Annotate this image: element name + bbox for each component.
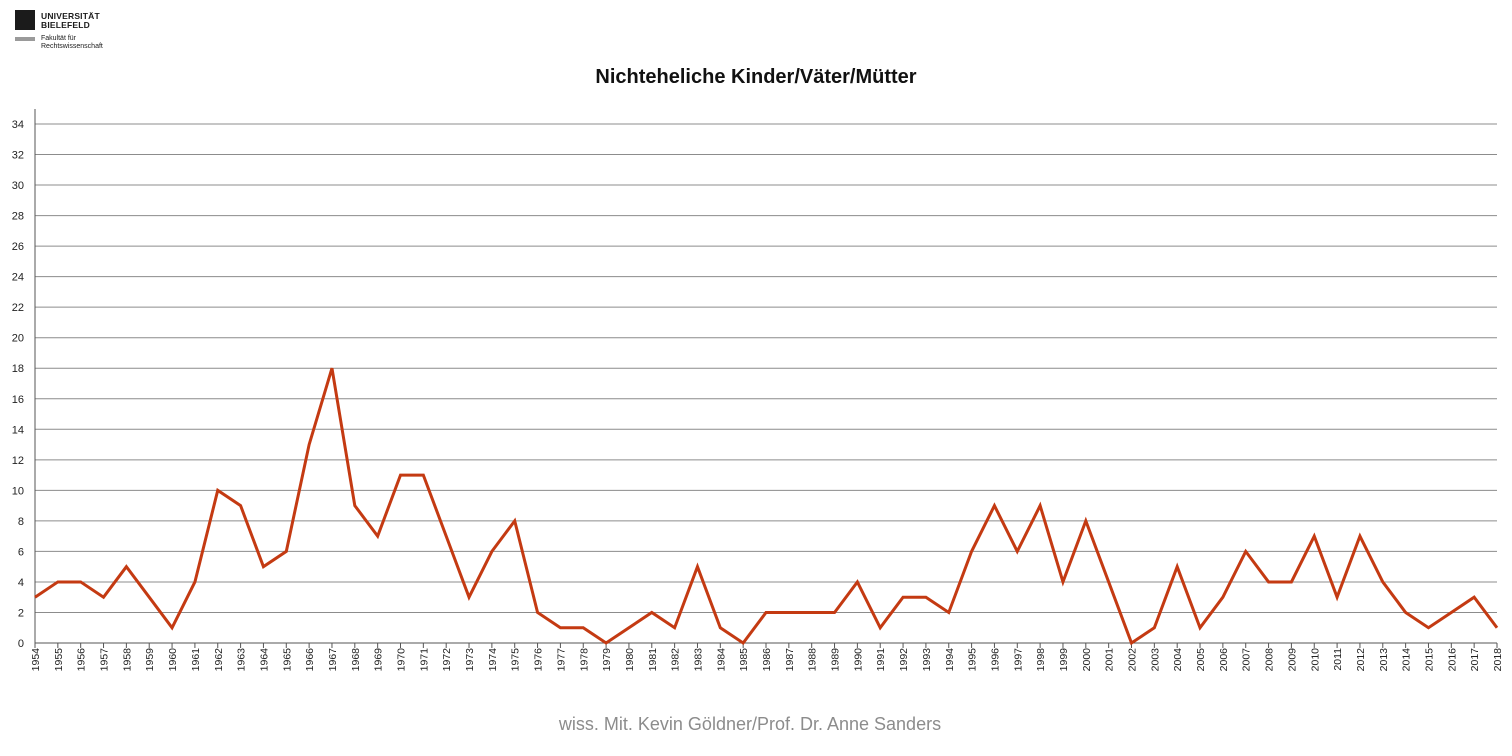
university-logo: UNIVERSITÄT BIELEFELD Fakultät für Recht…: [15, 10, 125, 52]
x-tick-label: 1968: [350, 648, 362, 672]
y-tick-label: 14: [12, 424, 24, 436]
x-tick-label: 1991: [875, 648, 887, 672]
x-tick-label: 2016: [1446, 648, 1458, 672]
logo-name-line2: BIELEFELD: [41, 20, 91, 30]
x-tick-label: 1983: [692, 648, 704, 672]
x-tick-label: 1985: [738, 648, 750, 672]
x-tick-label: 1972: [441, 648, 453, 672]
x-tick-label: 1982: [670, 648, 682, 672]
y-tick-label: 8: [18, 516, 24, 528]
x-tick-label: 1966: [304, 648, 316, 672]
x-tick-label: 1976: [533, 648, 545, 672]
x-tick-label: 2000: [1081, 648, 1093, 672]
y-tick-label: 4: [18, 577, 24, 589]
y-tick-label: 30: [12, 180, 24, 192]
x-tick-label: 1974: [487, 648, 499, 672]
logo-bar-icon: [15, 37, 35, 41]
x-tick-label: 2006: [1218, 648, 1230, 672]
y-tick-label: 18: [12, 363, 24, 375]
x-tick-label: 2008: [1264, 648, 1276, 672]
x-tick-label: 1963: [236, 648, 248, 672]
y-tick-label: 12: [12, 455, 24, 467]
x-tick-label: 1984: [715, 648, 727, 672]
x-tick-label: 2018: [1492, 648, 1504, 672]
x-tick-label: 2003: [1149, 648, 1161, 672]
x-tick-label: 1981: [647, 648, 659, 672]
x-tick-label: 1997: [1012, 648, 1024, 672]
series-group: [34, 367, 1499, 646]
x-tick-label: 2002: [1127, 648, 1139, 672]
x-tick-label: 1999: [1058, 648, 1070, 672]
chart-title: Nichteheliche Kinder/Väter/Mütter: [595, 66, 917, 88]
x-tick-label: 2009: [1286, 648, 1298, 672]
x-tick-label: 2005: [1195, 648, 1207, 672]
y-tick-label: 0: [18, 638, 24, 650]
logo-name-line1: UNIVERSITÄT: [41, 11, 100, 21]
x-tick-label: 1990: [852, 648, 864, 672]
x-tick-label: 1996: [989, 648, 1001, 672]
x-tick-label: 2004: [1172, 648, 1184, 672]
x-tick-label: 1970: [396, 648, 408, 672]
x-tick-label: 1980: [624, 648, 636, 672]
x-tick-label: 1992: [898, 648, 910, 672]
x-tick-label: 1960: [167, 648, 179, 672]
x-tick-labels: 1954 1955 1956 1957 1958 1959 1960 1961 1962 1963…: [30, 648, 1504, 672]
x-tick-label: 1965: [281, 648, 293, 672]
x-tick-label: 2001: [1104, 648, 1116, 672]
x-tick-label: 2012: [1355, 648, 1367, 672]
y-tick-label: 28: [12, 211, 24, 223]
x-tick-label: 1975: [510, 648, 522, 672]
gridlines: [35, 123, 1497, 613]
x-tick-label: 1962: [213, 648, 225, 672]
x-tick-label: 1955: [53, 648, 65, 672]
y-tick-label: 10: [12, 485, 24, 497]
x-tick-label: 1954: [30, 648, 42, 672]
series-line: [34, 367, 1499, 646]
y-tick-label: 22: [12, 302, 24, 314]
x-tick-label: 1961: [190, 648, 202, 672]
y-tick-label: 26: [12, 241, 24, 253]
x-tick-label: 1964: [258, 648, 270, 672]
logo-faculty-line2: Rechtswissenschaft: [41, 43, 103, 50]
x-tick-label: 1958: [121, 648, 133, 672]
x-tick-label: 1978: [578, 648, 590, 672]
x-tick-label: 1979: [601, 648, 613, 672]
x-tick-label: 2010: [1309, 648, 1321, 672]
x-tick-label: 1977: [555, 648, 567, 672]
x-tick-label: 1994: [944, 648, 956, 672]
x-tick-label: 1995: [967, 648, 979, 672]
y-tick-label: 6: [18, 546, 24, 558]
x-tick-label: 1956: [76, 648, 88, 672]
y-tick-label: 24: [12, 272, 24, 284]
y-tick-label: 32: [12, 150, 24, 162]
x-tick-label: 2007: [1241, 648, 1253, 672]
x-tick-label: 1989: [830, 648, 842, 672]
x-tick-label: 1973: [464, 648, 476, 672]
x-tick-label: 1969: [373, 648, 385, 672]
x-tick-label: 1987: [784, 648, 796, 672]
logo-faculty-line1: Fakultät für: [41, 35, 77, 42]
y-tick-label: 34: [12, 119, 24, 131]
x-tick-label: 1986: [761, 648, 773, 672]
x-tick-label: 1957: [99, 648, 111, 672]
y-tick-label: 20: [12, 333, 24, 345]
axes: [34, 109, 1498, 648]
x-tick-label: 2014: [1401, 648, 1413, 672]
logo-square-icon: [15, 10, 35, 30]
x-tick-label: 1967: [327, 648, 339, 672]
x-tick-label: 2011: [1332, 648, 1344, 671]
footer-credit: wiss. Mit. Kevin Göldner/Prof. Dr. Anne …: [558, 714, 942, 734]
x-tick-label: 1993: [921, 648, 933, 672]
x-tick-label: 2013: [1378, 648, 1390, 672]
x-tick-label: 1998: [1035, 648, 1047, 672]
x-tick-label: 1959: [144, 648, 156, 672]
y-tick-label: 16: [12, 394, 24, 406]
x-tick-label: 2017: [1469, 648, 1481, 672]
x-tick-label: 2015: [1423, 648, 1435, 672]
y-tick-label: 2: [18, 607, 24, 619]
x-tick-label: 1988: [807, 648, 819, 672]
x-tick-label: 1971: [418, 648, 430, 672]
